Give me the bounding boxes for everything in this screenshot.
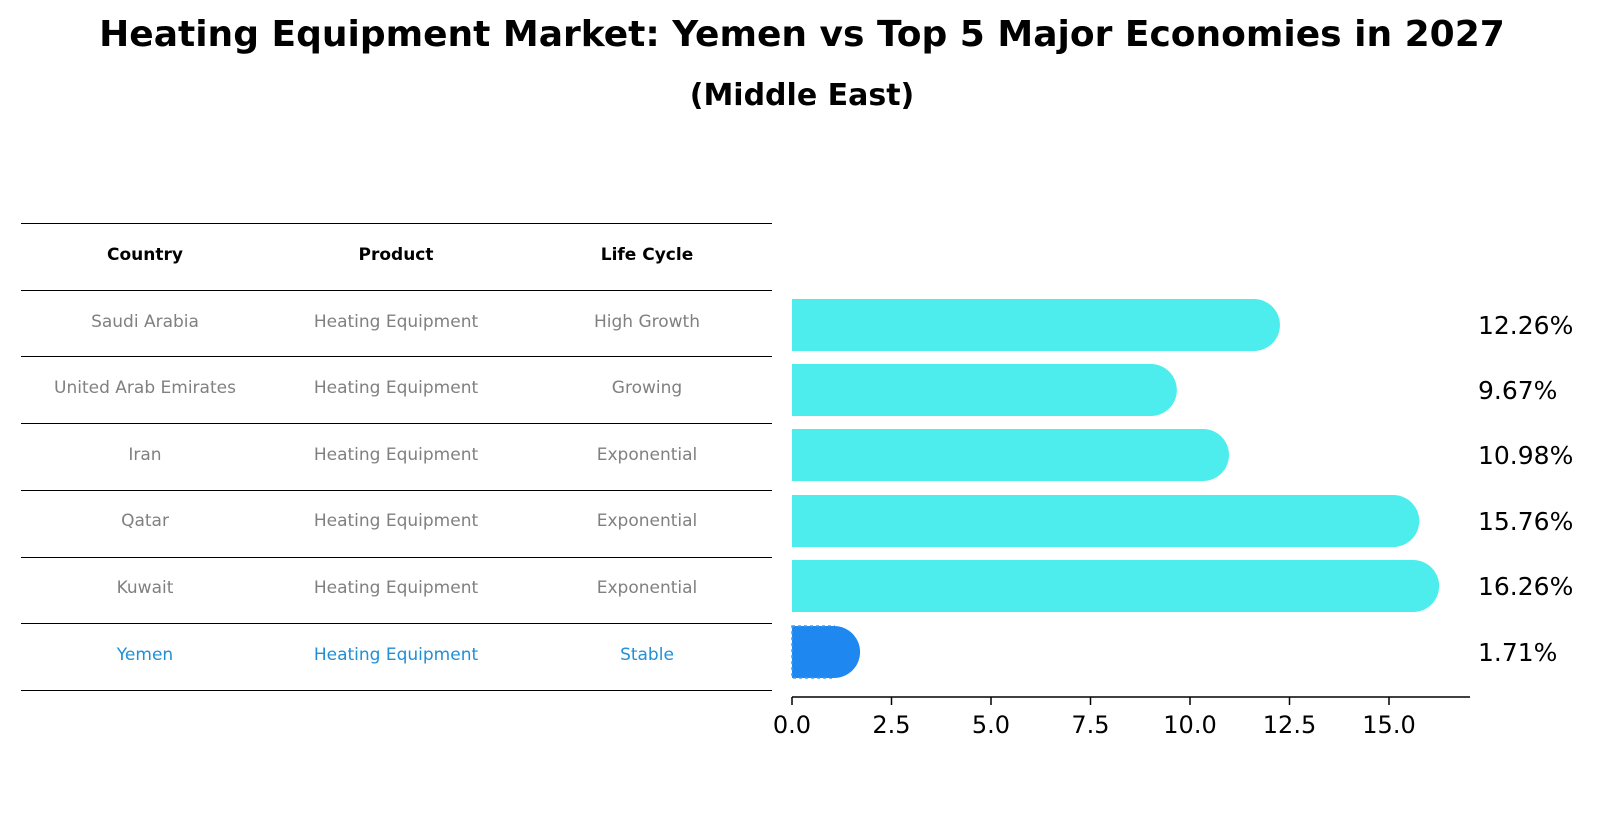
x-tick-label: 12.5 [1263, 711, 1316, 739]
country-cell: Saudi Arabia [91, 312, 199, 332]
value-label: 1.71% [1478, 638, 1557, 667]
product-cell: Heating Equipment [313, 511, 479, 531]
value-label: 9.67% [1478, 376, 1557, 405]
bar-saudi-arabia [792, 299, 1280, 351]
x-tick-label: 10.0 [1163, 711, 1216, 739]
table-rule [21, 290, 772, 291]
table-rule [21, 623, 772, 624]
life-cycle-cell: Exponential [596, 578, 698, 598]
chart-title: Heating Equipment Market: Yemen vs Top 5… [99, 14, 1505, 55]
country-cell: Yemen [116, 645, 174, 665]
table-rule [21, 423, 772, 424]
bar-iran [792, 429, 1230, 481]
value-label: 16.26% [1478, 572, 1573, 601]
x-tick-label: 7.5 [1071, 711, 1109, 739]
product-cell: Heating Equipment [313, 445, 479, 465]
value-label: 12.26% [1478, 311, 1573, 340]
product-cell: Heating Equipment [313, 378, 479, 398]
table-rule [21, 490, 772, 491]
header-country: Country [107, 245, 183, 265]
table-rule [21, 557, 772, 558]
header-life-cycle: Life Cycle [600, 245, 694, 265]
life-cycle-cell: Exponential [596, 511, 698, 531]
value-label: 15.76% [1478, 507, 1573, 536]
bar-qatar [792, 495, 1420, 547]
table-rule [21, 690, 772, 691]
table-rule [21, 223, 772, 224]
x-tick-label: 0.0 [773, 711, 811, 739]
x-tick-label: 2.5 [872, 711, 910, 739]
value-label: 10.98% [1478, 441, 1573, 470]
chart-subtitle: (Middle East) [689, 78, 915, 113]
life-cycle-cell: Exponential [596, 445, 698, 465]
product-cell: Heating Equipment [313, 645, 479, 665]
life-cycle-cell: Stable [620, 645, 674, 665]
country-cell: United Arab Emirates [54, 378, 236, 398]
life-cycle-cell: Growing [611, 378, 683, 398]
x-tick-label: 15.0 [1362, 711, 1415, 739]
product-cell: Heating Equipment [313, 578, 479, 598]
country-cell: Kuwait [116, 578, 174, 598]
bar-yemen [791, 625, 861, 679]
bar-kuwait [792, 560, 1440, 612]
country-cell: Iran [128, 445, 162, 465]
bar-united-arab-emirates [792, 364, 1177, 416]
x-tick-label: 5.0 [972, 711, 1010, 739]
table-rule [21, 356, 772, 357]
country-cell: Qatar [121, 511, 169, 531]
life-cycle-cell: High Growth [593, 312, 700, 332]
product-cell: Heating Equipment [313, 312, 479, 332]
header-product: Product [358, 245, 434, 265]
